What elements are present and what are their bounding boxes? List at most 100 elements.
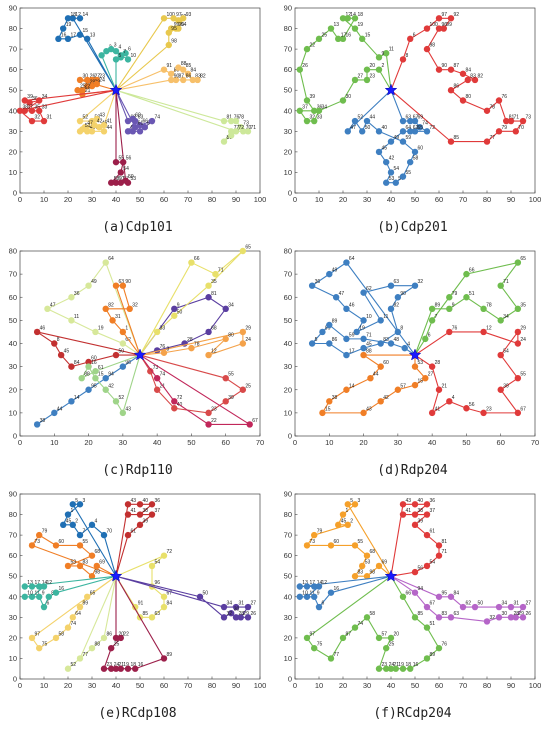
customer-node (383, 644, 390, 652)
customer-node-label: 51 (469, 291, 475, 297)
y-tick-label: 40 (284, 106, 292, 115)
customer-node-label: 70 (246, 125, 252, 131)
customer-node (399, 173, 407, 180)
customer-node (220, 614, 228, 621)
customer-node (375, 54, 383, 61)
y-tick-label: 80 (284, 247, 292, 256)
customer-node-label: 10 (27, 590, 33, 596)
customer-node-label: 81 (227, 115, 233, 121)
customer-node (232, 614, 240, 621)
customer-node-label: 36 (430, 498, 436, 504)
customer-node-label: 40 (382, 125, 388, 131)
customer-node (392, 179, 399, 186)
customer-node-label: 21 (394, 662, 400, 668)
customer-node (387, 340, 395, 347)
customer-node-label: 94 (181, 22, 187, 28)
caption-rdp204: (d)Rdp204 (377, 463, 448, 478)
customer-node-label: 43 (366, 406, 372, 412)
customer-node-label: 79 (502, 125, 508, 131)
x-tick-label: 60 (435, 681, 443, 690)
customer-node-label: 5 (119, 53, 122, 59)
customer-node (33, 421, 41, 428)
customer-node-label: 66 (194, 256, 200, 262)
chart-cdp201: 0 10 20 30 40 50 60 70 80 90 100 0 10 20 30 40 50 60 70 80 9… (284, 4, 542, 205)
customer-node (16, 107, 24, 114)
customer-node (416, 124, 423, 131)
customer-node (360, 351, 367, 359)
customer-node (471, 76, 479, 84)
y-tick-label: 60 (284, 293, 292, 302)
customer-node-label: 83 (358, 570, 364, 576)
customer-node-label: 58 (114, 176, 120, 182)
customer-node (171, 398, 178, 405)
customer-node (319, 409, 326, 417)
customer-node (351, 501, 359, 508)
customer-node-label: 28 (514, 611, 520, 617)
customer-node (160, 593, 168, 600)
customer-node-label: 65 (520, 256, 526, 262)
customer-node-label: 28 (239, 611, 245, 617)
customer-node (228, 132, 235, 139)
customer-node-label: 53 (131, 176, 137, 182)
customer-node (100, 128, 108, 135)
customer-node-label: 41 (107, 119, 113, 125)
customer-node (88, 128, 96, 135)
x-tick-label: 20 (339, 681, 347, 690)
customer-node (343, 305, 350, 313)
customer-node (69, 614, 77, 621)
customer-node-label: 7 (435, 314, 438, 320)
customer-node (326, 270, 333, 278)
depot-star-marker (133, 348, 147, 361)
x-tick-label: 60 (435, 195, 443, 204)
customer-node-label: 39 (143, 518, 149, 524)
y-tick-label: 70 (9, 270, 17, 279)
customer-node (394, 294, 402, 301)
customer-node-label: 31 (239, 601, 245, 607)
customer-node (52, 542, 60, 549)
customer-node (480, 305, 487, 313)
customer-node (124, 501, 132, 508)
customer-node-label: 41 (435, 406, 441, 412)
y-tick-label: 0 (13, 432, 17, 441)
customer-node-label: 11 (310, 590, 315, 596)
x-tick-label: 0 (18, 195, 22, 204)
customer-node-label: 73 (243, 121, 249, 127)
customer-node (326, 340, 333, 347)
customer-node (119, 328, 127, 336)
customer-node-label: 36 (32, 96, 38, 102)
customer-node-label: 66 (406, 590, 412, 596)
customer-node-label: 96 (125, 360, 131, 366)
customer-node (435, 25, 443, 32)
panel-cdp101: 0 10 20 30 40 50 60 70 80 90 100 0 10 20 30 40 50 60 70 80 9… (0, 0, 275, 243)
x-tick-label: 80 (483, 195, 491, 204)
customer-node (28, 583, 36, 590)
customer-node-label: 79 (42, 529, 48, 535)
customer-node-label: 49 (394, 135, 400, 141)
customer-node-label: 25 (114, 642, 120, 648)
customer-node-label: 33 (317, 115, 323, 121)
customer-node (315, 583, 323, 590)
customer-node-label: 77 (334, 652, 340, 658)
customer-node-label: 86 (332, 337, 338, 343)
customer-node-label: 24 (114, 662, 120, 668)
route-line-1 (57, 17, 117, 91)
chart-rcdp204: 0 10 20 30 40 50 60 70 80 90 100 0 10 20 30 40 50 60 70 80 9… (284, 490, 542, 691)
customer-node-label: 69 (135, 113, 141, 119)
customer-node (76, 603, 84, 611)
customer-node (464, 76, 471, 84)
customer-node-label: 26 (90, 73, 96, 79)
customer-node (377, 398, 384, 405)
customer-node-label: 34 (503, 314, 509, 320)
customer-node (411, 282, 419, 289)
customer-node-label: 29 (520, 325, 526, 331)
customer-node-label: 66 (143, 119, 149, 125)
customer-node (383, 179, 390, 186)
customer-node-label: 68 (95, 549, 101, 555)
customer-node (26, 99, 33, 106)
customer-node-label: 19 (123, 662, 129, 668)
y-tick-label: 40 (9, 592, 17, 601)
customer-node (423, 128, 431, 135)
customer-node-label: 40 (143, 498, 149, 504)
customer-node-label: 69 (99, 559, 105, 565)
